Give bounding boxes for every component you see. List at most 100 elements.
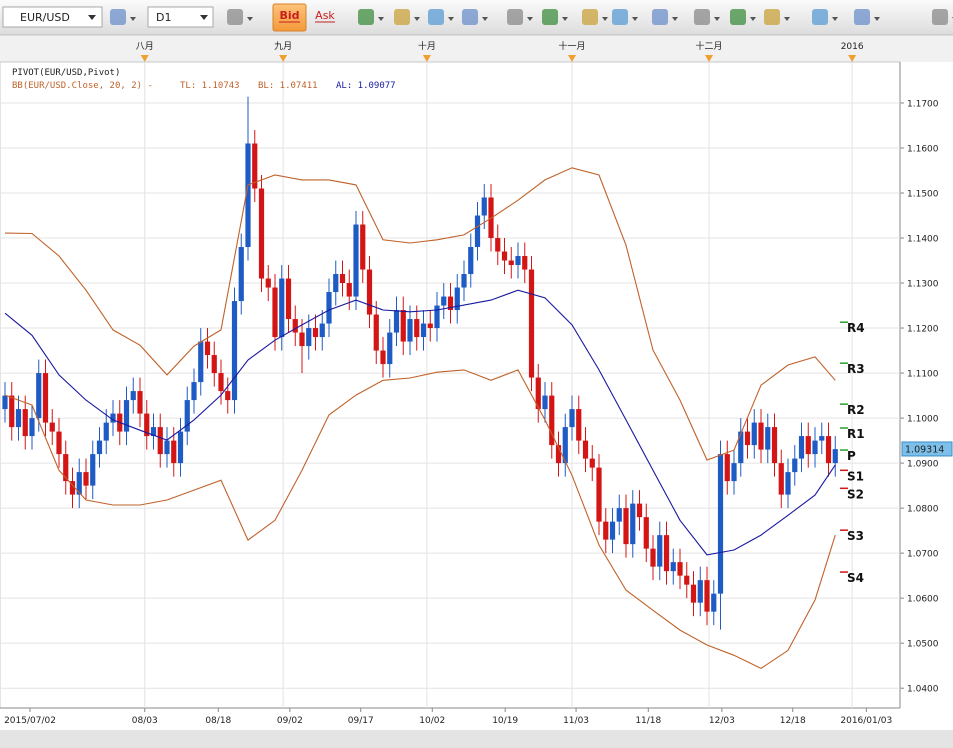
candle-body <box>29 418 35 437</box>
candle-body <box>650 548 656 567</box>
icon-glyph <box>854 9 870 25</box>
candle-body <box>285 278 292 320</box>
icon-glyph <box>730 9 746 25</box>
toolbar-icon[interactable] <box>812 9 838 25</box>
toolbar-icon[interactable] <box>462 9 488 25</box>
toolbar-icon[interactable] <box>764 9 790 25</box>
candle-body <box>765 427 771 450</box>
pivot-label: R1 <box>847 427 865 441</box>
toolbar-icon[interactable] <box>428 9 454 25</box>
icon-glyph <box>652 9 668 25</box>
y-tick-label: 1.1600 <box>907 144 939 154</box>
month-marker <box>279 55 288 62</box>
month-label: 九月 <box>274 41 292 52</box>
candle-body <box>144 413 150 437</box>
candle-body <box>204 341 211 356</box>
toolbar-icon[interactable] <box>358 9 384 25</box>
candle-body <box>157 427 163 455</box>
icon-arrow <box>784 17 790 21</box>
symbol-select[interactable]: EUR/USD <box>2 6 103 28</box>
candle-body <box>299 332 305 347</box>
toolbar-icon[interactable] <box>730 9 756 25</box>
candle-body <box>609 521 616 540</box>
toolbar-icon[interactable] <box>652 9 678 25</box>
candle-body <box>366 269 373 315</box>
bollinger-middle <box>4 289 836 556</box>
toolbar-icon[interactable] <box>227 9 253 25</box>
icon-arrow <box>130 17 136 21</box>
candle-body <box>90 454 96 486</box>
candle-body <box>265 278 271 288</box>
toolbar-icon[interactable] <box>394 9 420 25</box>
candle-body <box>123 400 130 432</box>
candle-body <box>657 535 663 567</box>
icon-glyph <box>462 9 478 25</box>
pivot-label: S1 <box>847 469 864 483</box>
icon-arrow <box>414 17 420 21</box>
candle-body <box>191 382 197 401</box>
x-tick-label: 12/03 <box>709 716 735 726</box>
icon-arrow <box>874 17 880 21</box>
candle-body <box>603 521 609 540</box>
icon-arrow <box>832 17 838 21</box>
candle-body <box>819 436 825 441</box>
pivot-label: R3 <box>847 362 865 376</box>
toolbar-icon[interactable] <box>542 9 568 25</box>
candle-body <box>2 395 8 410</box>
candle-body <box>333 274 339 293</box>
icon-glyph <box>582 9 598 25</box>
candle-body <box>771 427 778 464</box>
candle-body <box>576 409 582 441</box>
last-price-label: 1.09314 <box>905 444 944 455</box>
candle-body <box>22 409 28 437</box>
x-tick-label: 09/17 <box>348 716 374 726</box>
candle-body <box>454 287 460 311</box>
candle-body <box>306 328 312 347</box>
pivot-label: R2 <box>847 403 865 417</box>
toolbar-icon[interactable] <box>507 9 533 25</box>
legend-pivot: PIVOT(EUR/USD,Pivot) <box>12 68 120 78</box>
bollinger-upper <box>4 167 836 461</box>
candle-body <box>798 436 805 459</box>
toolbar-icon[interactable] <box>110 9 136 25</box>
pivot-label: S2 <box>847 487 864 501</box>
pivot-label: S3 <box>847 529 864 543</box>
candle-body <box>643 517 649 549</box>
x-tick-label: 10/02 <box>419 716 445 726</box>
y-tick-label: 1.1000 <box>907 415 939 425</box>
ask-button[interactable]: Ask <box>315 9 335 23</box>
toolbar-icon[interactable] <box>582 9 608 25</box>
candle-body <box>447 296 454 311</box>
toolbar-icon[interactable] <box>854 9 880 25</box>
month-label: 十月 <box>418 40 436 52</box>
bid-text: Bid <box>279 9 299 22</box>
candle-body <box>319 323 325 338</box>
icon-arrow <box>378 17 384 21</box>
candle-body <box>184 400 190 432</box>
candle-body <box>623 508 629 545</box>
plot-area <box>0 61 901 709</box>
x-tick-label: 08/18 <box>205 716 231 726</box>
toolbar-icon[interactable] <box>612 9 638 25</box>
toolbar-icon[interactable] <box>694 9 720 25</box>
timeframe-select[interactable]: D1 <box>147 6 214 28</box>
icon-glyph <box>227 9 243 25</box>
candle-body <box>596 467 602 522</box>
candle-body <box>738 431 744 464</box>
icon-glyph <box>110 9 126 25</box>
x-tick-label: 12/18 <box>780 716 806 726</box>
price-axis <box>900 62 953 708</box>
candle-body <box>49 422 55 432</box>
y-tick-label: 1.0700 <box>907 550 939 560</box>
icon-arrow <box>448 17 454 21</box>
candle-body <box>441 296 447 306</box>
candle-body <box>279 278 285 338</box>
status-strip <box>0 730 953 748</box>
bid-button[interactable]: Bid <box>272 3 307 32</box>
candle-body <box>15 409 22 428</box>
candle-body <box>751 422 757 446</box>
candle-body <box>569 409 575 428</box>
candle-body <box>83 472 89 486</box>
y-tick-label: 1.1500 <box>907 190 939 200</box>
